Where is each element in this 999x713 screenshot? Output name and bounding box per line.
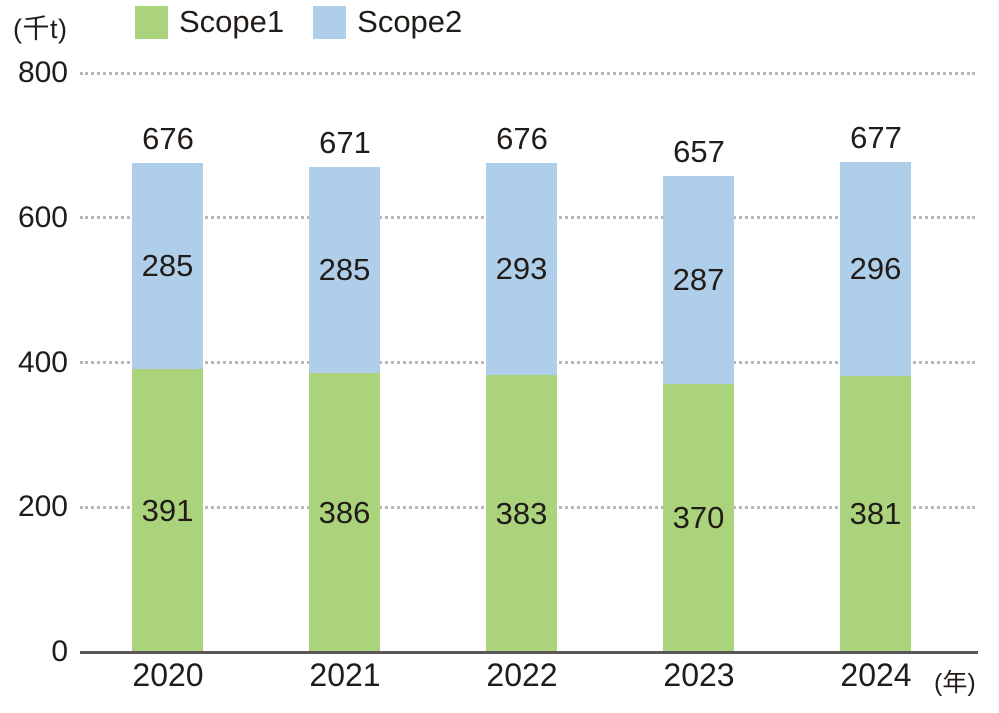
bar-2024-scope1-value: 381 <box>849 496 902 531</box>
bar-2022-scope1-value: 383 <box>495 495 548 531</box>
bar-2024: 296 381 <box>840 162 911 652</box>
bar-2023-scope1-segment: 370 <box>663 384 734 652</box>
y-tick-600: 600 <box>17 200 68 234</box>
bar-2024-total-value: 677 <box>850 120 902 155</box>
bar-2022: 293 383 <box>486 163 557 652</box>
bar-2022-scope1-segment: 383 <box>486 375 557 652</box>
legend-swatch-scope2 <box>313 5 347 39</box>
x-axis-unit-label: (年) <box>934 669 976 697</box>
bar-2020: 285 391 <box>132 163 203 652</box>
x-axis-line <box>80 651 978 654</box>
y-tick-800: 800 <box>17 56 68 89</box>
x-tick-2021: 2021 <box>309 657 381 693</box>
bar-2023-scope2-value: 287 <box>672 262 725 297</box>
bar-2021-scope2-value: 285 <box>318 252 371 287</box>
legend-item-scope2: Scope2 <box>313 4 462 40</box>
bar-2023-total-value: 657 <box>673 134 725 169</box>
y-axis-unit-label: (千t) <box>13 14 68 44</box>
x-tick-2022: 2022 <box>486 657 558 693</box>
bar-2021-scope1-segment: 386 <box>309 373 380 652</box>
bar-2023: 287 370 <box>663 176 734 652</box>
bar-2020-scope1-value: 391 <box>141 492 194 528</box>
bar-2024-scope2-value: 296 <box>849 251 902 286</box>
bar-2022-total-value: 676 <box>496 121 548 156</box>
x-tick-2023: 2023 <box>663 657 735 693</box>
legend-item-scope1: Scope1 <box>135 4 284 40</box>
bar-2020-scope2-segment: 285 <box>132 163 203 369</box>
bar-2024-scope1-segment: 381 <box>840 376 911 652</box>
bar-2023-scope1-value: 370 <box>672 500 725 535</box>
bar-2020-scope2-value: 285 <box>141 248 194 283</box>
bar-2024-scope2-segment: 296 <box>840 162 911 376</box>
bar-2021-scope2-segment: 285 <box>309 167 380 373</box>
x-tick-2020: 2020 <box>132 657 204 693</box>
bar-2022-scope2-value: 293 <box>495 251 548 286</box>
bar-2022-scope2-segment: 293 <box>486 163 557 375</box>
bar-2023-scope2-segment: 287 <box>663 176 734 384</box>
bar-2020-total-value: 676 <box>142 121 194 156</box>
bar-2021: 285 386 <box>309 167 380 652</box>
gridline-800 <box>80 71 975 75</box>
bar-2021-total-value: 671 <box>319 125 371 160</box>
y-tick-0: 0 <box>51 635 68 668</box>
legend-label-scope2: Scope2 <box>357 4 463 39</box>
legend: Scope1 Scope2 <box>135 4 462 40</box>
bar-2021-scope1-value: 386 <box>318 494 371 530</box>
legend-swatch-scope1 <box>135 5 168 39</box>
bar-2020-scope1-segment: 391 <box>132 369 203 652</box>
x-tick-2024: 2024 <box>840 657 912 693</box>
legend-label-scope1: Scope1 <box>179 4 285 39</box>
y-tick-400: 400 <box>17 345 68 379</box>
y-tick-200: 200 <box>17 490 68 524</box>
